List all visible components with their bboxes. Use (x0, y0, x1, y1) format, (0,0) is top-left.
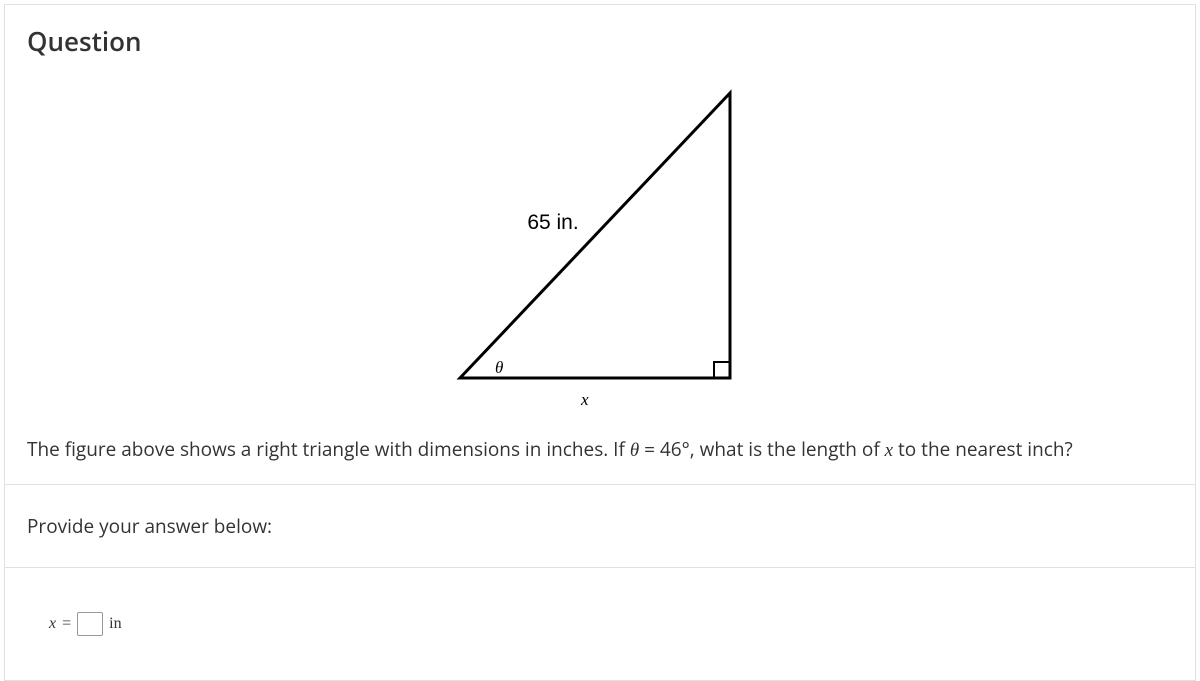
answer-lhs-var: x (49, 615, 56, 633)
answer-prompt: Provide your answer below: (5, 485, 1195, 568)
figure-area: 65 in. θ x (5, 73, 1195, 421)
svg-text:x: x (580, 390, 589, 409)
qtext-angle: 46° (660, 436, 690, 462)
question-header: Question (5, 5, 1195, 73)
svg-text:65 in.: 65 in. (527, 211, 578, 234)
answer-lhs-eq: = (62, 615, 71, 633)
qtext-pre: The figure above shows a right triangle … (27, 436, 630, 462)
answer-row: x = in (5, 568, 1195, 680)
answer-input[interactable] (77, 612, 103, 636)
qtext-var: x (885, 440, 893, 461)
answer-unit: in (109, 615, 121, 633)
qtext-theta: θ (630, 440, 639, 461)
svg-text:θ: θ (495, 358, 503, 377)
question-title: Question (27, 23, 1173, 59)
question-card: Question 65 in. θ x The figure above shows… (4, 4, 1196, 681)
triangle-diagram: 65 in. θ x (400, 83, 800, 413)
qtext-eq: = (639, 436, 660, 462)
qtext-mid: , what is the length of (690, 436, 885, 462)
qtext-post: to the nearest inch? (893, 436, 1073, 462)
question-statement: The figure above shows a right triangle … (5, 421, 1195, 485)
